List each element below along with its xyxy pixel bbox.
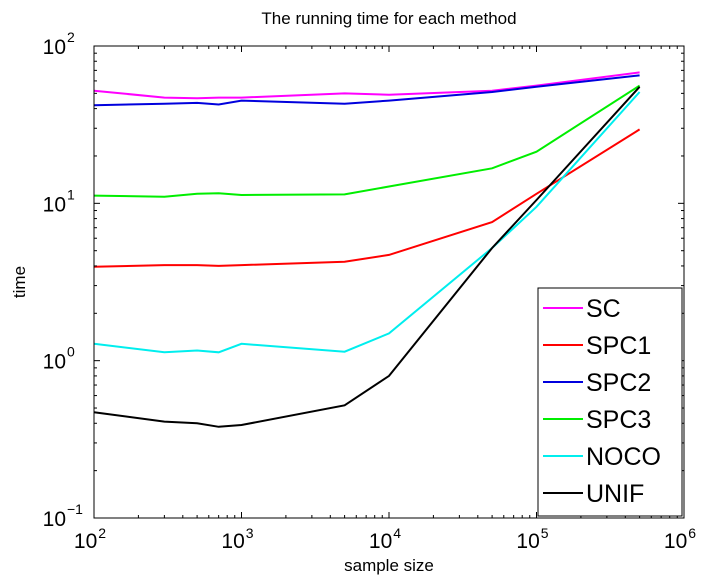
x-tick-label: 106 xyxy=(664,525,696,553)
x-tick-exponent: 5 xyxy=(541,525,549,541)
legend-label-unif: UNIF xyxy=(586,480,644,508)
y-axis-label: time xyxy=(10,266,29,298)
series-line-spc3 xyxy=(93,84,641,198)
series-line-spc2 xyxy=(93,74,640,107)
y-tick-label: 10 xyxy=(43,193,66,216)
y-tick-exponent: −1 xyxy=(67,501,83,517)
y-tick-exponent: 0 xyxy=(67,344,75,360)
legend-label-spc3: SPC3 xyxy=(586,406,651,434)
series-line-sc xyxy=(93,71,640,100)
legend-label-spc2: SPC2 xyxy=(586,369,651,397)
legend-label-noco: NOCO xyxy=(586,443,661,471)
legend-label-spc1: SPC1 xyxy=(586,332,651,360)
x-tick-label: 104 xyxy=(369,525,401,553)
legend: SC SPC1 SPC2 SPC3 NOCO UNIF xyxy=(537,287,683,517)
x-tick-exponent: 3 xyxy=(246,525,254,541)
y-tick-exponent: 1 xyxy=(67,186,75,202)
series-line-spc1 xyxy=(93,128,641,268)
series-line-unif xyxy=(93,86,641,428)
y-tick-exponent: 2 xyxy=(67,29,75,45)
series-layer xyxy=(93,71,641,428)
y-tick-label: 10 xyxy=(43,351,66,374)
x-tick-label: 103 xyxy=(221,525,253,553)
chart-title: The running time for each method xyxy=(261,9,516,28)
y-tick-label: 10 xyxy=(43,36,66,59)
x-tick-exponent: 6 xyxy=(688,525,696,541)
legend-label-sc: SC xyxy=(586,295,621,323)
x-tick-label: 102 xyxy=(74,525,106,553)
x-tick-label: 105 xyxy=(516,525,548,553)
legend-box xyxy=(537,287,683,517)
x-axis-label: sample size xyxy=(344,556,434,575)
x-tick-exponent: 2 xyxy=(98,525,106,541)
series-line-noco xyxy=(93,91,641,354)
x-tick-exponent: 4 xyxy=(393,525,401,541)
y-tick-label: 10 xyxy=(43,508,66,531)
